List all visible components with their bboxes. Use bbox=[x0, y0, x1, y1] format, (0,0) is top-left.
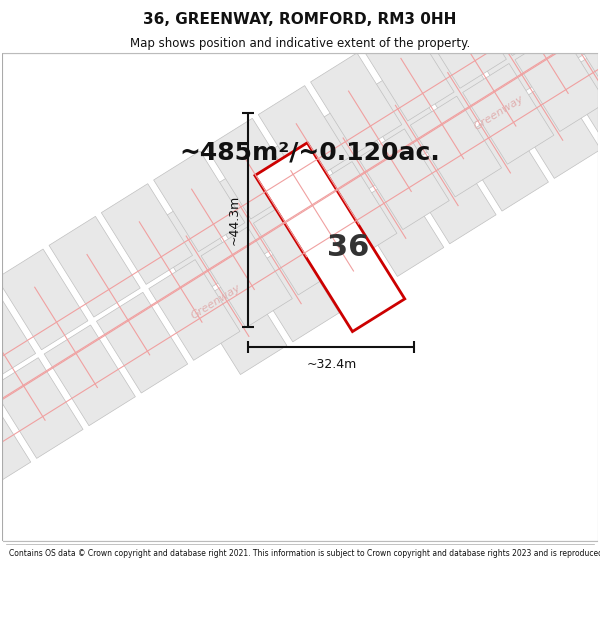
Bar bbox=[514, 0, 600, 70]
Bar bbox=[562, 45, 600, 146]
Bar bbox=[567, 0, 600, 99]
Bar bbox=[462, 2, 553, 102]
Bar bbox=[363, 20, 454, 121]
Text: Greenway: Greenway bbox=[472, 94, 526, 132]
Bar bbox=[509, 78, 600, 178]
Bar bbox=[353, 176, 444, 276]
Bar bbox=[149, 259, 240, 361]
Bar bbox=[0, 249, 88, 350]
Bar bbox=[457, 111, 548, 211]
Bar bbox=[44, 325, 136, 426]
Bar bbox=[0, 357, 83, 458]
Bar bbox=[255, 142, 405, 332]
Bar bbox=[358, 67, 449, 168]
Text: Contains OS data © Crown copyright and database right 2021. This information is : Contains OS data © Crown copyright and d… bbox=[9, 549, 600, 558]
Bar bbox=[410, 96, 502, 197]
Bar bbox=[0, 391, 31, 491]
Bar bbox=[258, 86, 349, 186]
Bar bbox=[463, 64, 554, 164]
Bar bbox=[515, 31, 600, 131]
Bar bbox=[415, 0, 506, 88]
Bar bbox=[248, 241, 339, 342]
Text: 36, GREENWAY, ROMFORD, RM3 0HH: 36, GREENWAY, ROMFORD, RM3 0HH bbox=[143, 12, 457, 27]
Bar bbox=[566, 0, 600, 37]
Bar bbox=[148, 198, 239, 299]
Bar bbox=[253, 194, 344, 295]
Bar bbox=[49, 216, 140, 317]
Text: Greenway: Greenway bbox=[189, 282, 242, 321]
Bar bbox=[101, 184, 193, 284]
Bar bbox=[410, 34, 501, 135]
Bar bbox=[0, 282, 35, 382]
Text: 36: 36 bbox=[326, 232, 369, 262]
Text: ~485m²/~0.120ac.: ~485m²/~0.120ac. bbox=[179, 141, 440, 164]
Bar bbox=[358, 129, 449, 229]
Bar bbox=[196, 274, 287, 374]
Bar bbox=[467, 0, 559, 56]
Text: ~32.4m: ~32.4m bbox=[306, 358, 356, 371]
Text: Map shows position and indicative extent of the property.: Map shows position and indicative extent… bbox=[130, 38, 470, 50]
Bar bbox=[253, 132, 344, 233]
Bar bbox=[97, 292, 188, 393]
Bar bbox=[201, 227, 292, 328]
Bar bbox=[200, 165, 292, 266]
Text: ~44.3m: ~44.3m bbox=[228, 194, 241, 245]
Bar bbox=[520, 0, 600, 23]
Bar bbox=[306, 161, 397, 262]
Bar bbox=[305, 100, 397, 201]
Bar bbox=[206, 118, 297, 219]
Bar bbox=[405, 143, 496, 244]
Bar bbox=[311, 53, 402, 154]
Bar bbox=[154, 151, 245, 252]
Bar bbox=[300, 209, 391, 309]
